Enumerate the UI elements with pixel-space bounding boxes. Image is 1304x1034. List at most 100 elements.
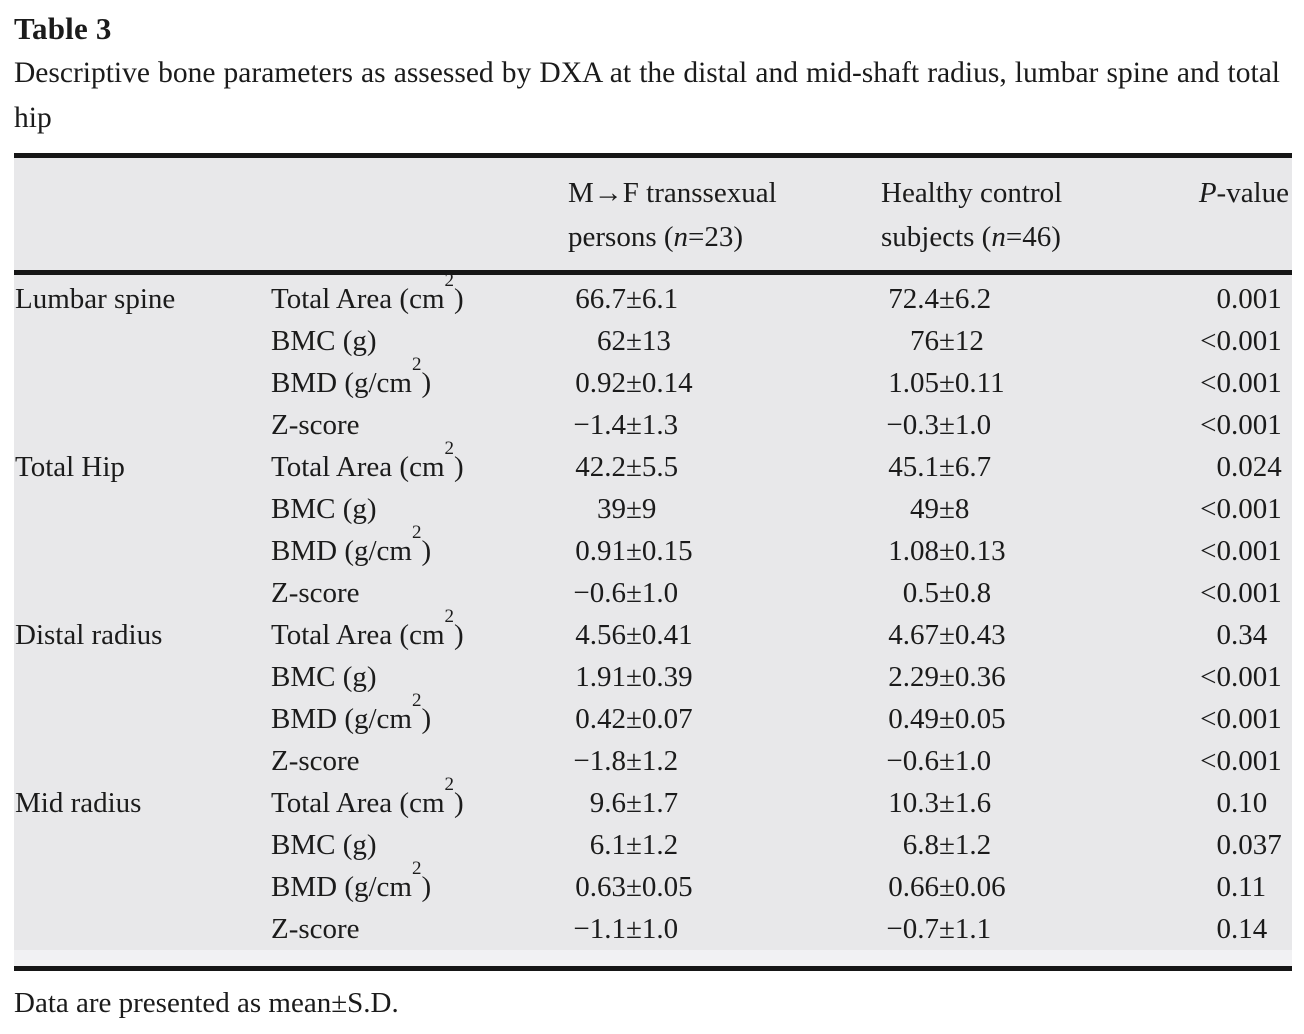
control-value-cell: 0.5±0.8 <box>902 576 992 609</box>
parameter-cell: BMC (g) <box>271 324 377 357</box>
table-body: Lumbar spine Total Area (cm2) 66.7±6.1 72.4… <box>14 269 1292 950</box>
mf-value-cell: 62±13 <box>597 324 671 357</box>
mf-value-cell: 4.56±0.41 <box>575 618 693 651</box>
control-value-cell: 76±12 <box>910 324 984 357</box>
table-row: BMD (g/cm2) 0.63±0.05 0.66±0.06 0.11 <box>14 859 1292 908</box>
p-value-cell: 0.024 <box>1216 450 1282 483</box>
parameter-cell: BMC (g) <box>271 828 377 861</box>
p-value-cell: <0.001 <box>1200 324 1282 357</box>
p-value-cell: 0.34 <box>1216 618 1268 651</box>
p-value-cell: <0.001 <box>1200 744 1282 777</box>
table-header-rule <box>14 270 1292 275</box>
table-row: Z-score −0.6±1.0 0.5±0.8 <0.001 <box>14 572 1292 614</box>
mf-value-cell: 0.42±0.07 <box>575 702 693 735</box>
p-value-cell: <0.001 <box>1200 660 1282 693</box>
control-value-cell: 1.08±0.13 <box>888 534 1006 567</box>
table-row: BMD (g/cm2) 0.92±0.14 1.05±0.11 <0.001 <box>14 353 1292 404</box>
p-value-cell: <0.001 <box>1200 702 1282 735</box>
parameter-cell: BMD (g/cm2) <box>271 689 432 735</box>
parameter-cell: Z-score <box>271 408 360 441</box>
control-value-cell: 45.1±6.7 <box>888 450 992 483</box>
region-cell: Total Hip <box>15 450 125 483</box>
region-cell: Distal radius <box>15 618 163 651</box>
mf-value-cell: 9.6±1.7 <box>589 786 679 819</box>
mf-value-cell: 0.63±0.05 <box>575 870 693 903</box>
control-value-cell: 1.05±0.11 <box>888 366 1005 399</box>
header-spacer-region <box>14 171 271 259</box>
p-value-cell: 0.10 <box>1216 786 1268 819</box>
p-value-cell: 0.14 <box>1216 912 1268 945</box>
control-value-cell: 0.66±0.06 <box>888 870 1006 903</box>
table-row: BMC (g) 1.91±0.39 2.29±0.36 <0.001 <box>14 656 1292 698</box>
table-top-rule <box>14 153 1292 158</box>
parameter-cell: Total Area (cm2) <box>271 773 464 819</box>
table-row: Mid radius Total Area (cm2) 9.6±1.7 10.3±1.… <box>14 773 1292 824</box>
mf-value-cell: −0.6±1.0 <box>573 576 679 609</box>
control-value-cell: −0.7±1.1 <box>886 912 992 945</box>
header-mf-group: M→F transsexual persons (n=23) <box>568 171 881 259</box>
parameter-cell: BMC (g) <box>271 660 377 693</box>
mf-value-cell: −1.4±1.3 <box>573 408 679 441</box>
table-row: Distal radius Total Area (cm2) 4.56±0.41 4.… <box>14 605 1292 656</box>
header-mf-line2: persons (n=23) <box>568 221 744 253</box>
parameter-cell: Total Area (cm2) <box>271 437 464 483</box>
table-row: BMD (g/cm2) 0.91±0.15 1.08±0.13 <0.001 <box>14 521 1292 572</box>
parameter-cell: Z-score <box>271 744 360 777</box>
mf-value-cell: 6.1±1.2 <box>589 828 679 861</box>
mf-value-cell: 0.92±0.14 <box>575 366 693 399</box>
region-cell: Mid radius <box>15 786 142 819</box>
mf-value-cell: 39±9 <box>597 492 657 525</box>
table-row: Z-score −1.1±1.0 −0.7±1.1 0.14 <box>14 908 1292 950</box>
p-value-cell: 0.11 <box>1216 870 1267 903</box>
table-row: BMD (g/cm2) 0.42±0.07 0.49±0.05 <0.001 <box>14 689 1292 740</box>
parameter-cell: Total Area (cm2) <box>271 605 464 651</box>
header-mf-line1: M→F transsexual <box>568 177 777 209</box>
table-row: Z-score −1.4±1.3 −0.3±1.0 <0.001 <box>14 404 1292 446</box>
header-p-value: P-value <box>1198 177 1289 209</box>
control-value-cell: 6.8±1.2 <box>902 828 992 861</box>
parameter-cell: Z-score <box>271 912 360 945</box>
control-value-cell: −0.3±1.0 <box>886 408 992 441</box>
mf-value-cell: 0.91±0.15 <box>575 534 693 567</box>
data-table: M→F transsexual persons (n=23) Healthy c… <box>14 153 1292 971</box>
mf-value-cell: 1.91±0.39 <box>575 660 693 693</box>
p-value-cell: <0.001 <box>1200 492 1282 525</box>
table-label: Table 3 <box>14 11 112 46</box>
control-value-cell: 72.4±6.2 <box>888 282 992 315</box>
p-value-cell: <0.001 <box>1200 408 1282 441</box>
table-header-row: M→F transsexual persons (n=23) Healthy c… <box>14 158 1292 270</box>
mf-value-cell: 42.2±5.5 <box>575 450 679 483</box>
control-value-cell: 0.49±0.05 <box>888 702 1006 735</box>
table-caption: Descriptive bone parameters as assessed … <box>14 57 1280 134</box>
parameter-cell: BMD (g/cm2) <box>271 353 432 399</box>
table-footnote: Data are presented as mean±S.D. <box>14 987 399 1019</box>
table-row: Lumbar spine Total Area (cm2) 66.7±6.1 72.4… <box>14 269 1292 320</box>
mf-value-cell: −1.8±1.2 <box>573 744 679 777</box>
table-row: BMC (g) 6.1±1.2 6.8±1.2 0.037 <box>14 824 1292 866</box>
mf-value-cell: 66.7±6.1 <box>575 282 679 315</box>
parameter-cell: Z-score <box>271 576 360 609</box>
header-control-line1: Healthy control <box>881 177 1063 209</box>
control-value-cell: 10.3±1.6 <box>888 786 992 819</box>
mf-value-cell: −1.1±1.0 <box>573 912 679 945</box>
p-value-cell: <0.001 <box>1200 366 1282 399</box>
header-spacer-parameter <box>271 171 568 259</box>
parameter-cell: BMC (g) <box>271 492 377 525</box>
p-value-cell: <0.001 <box>1200 534 1282 567</box>
parameter-cell: BMD (g/cm2) <box>271 521 432 567</box>
p-value-cell: 0.001 <box>1216 282 1282 315</box>
region-cell: Lumbar spine <box>15 282 176 315</box>
parameter-cell: Total Area (cm2) <box>271 269 464 315</box>
header-control-line2: subjects (n=46) <box>881 221 1061 253</box>
table-row: Total Hip Total Area (cm2) 42.2±5.5 45.1±6.… <box>14 437 1292 488</box>
table-row: BMC (g) 39±9 49±8 <0.001 <box>14 488 1292 530</box>
p-value-cell: 0.037 <box>1216 828 1282 861</box>
control-value-cell: 4.67±0.43 <box>888 618 1006 651</box>
control-value-cell: 49±8 <box>910 492 970 525</box>
table-row: Z-score −1.8±1.2 −0.6±1.0 <0.001 <box>14 740 1292 782</box>
table-row: BMC (g) 62±13 76±12 <0.001 <box>14 320 1292 362</box>
table-bottom-band <box>14 950 1292 966</box>
control-value-cell: −0.6±1.0 <box>886 744 992 777</box>
header-control-group: Healthy control subjects (n=46) <box>881 171 1179 259</box>
